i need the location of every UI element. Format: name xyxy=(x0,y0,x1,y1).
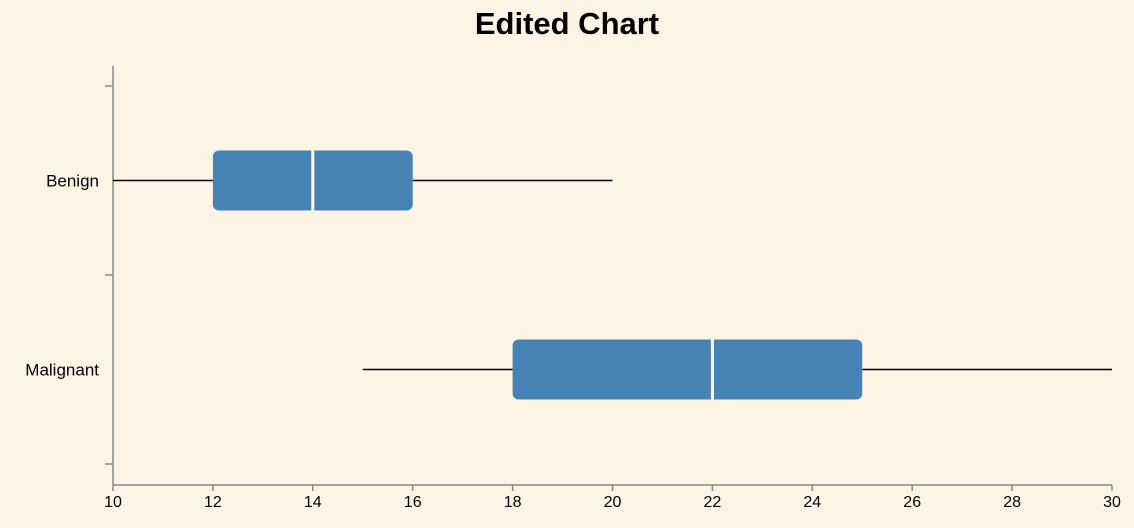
x-tick-label: 28 xyxy=(1003,494,1021,511)
y-category-label: Benign xyxy=(46,172,99,191)
x-tick-label: 18 xyxy=(504,494,522,511)
x-tick-label: 16 xyxy=(404,494,422,511)
chart-title: Edited Chart xyxy=(474,6,660,41)
x-tick-label: 12 xyxy=(204,494,222,511)
y-category-label: Malignant xyxy=(25,361,99,380)
iqr-box xyxy=(512,339,863,400)
marks-layer xyxy=(113,150,1112,400)
box-group-benign xyxy=(113,150,613,211)
x-tick-label: 14 xyxy=(304,494,322,511)
x-tick-label: 24 xyxy=(803,494,821,511)
box-group-malignant xyxy=(362,339,1112,400)
x-tick-label: 22 xyxy=(704,494,722,511)
x-tick-label: 20 xyxy=(604,494,622,511)
x-tick-label: 10 xyxy=(104,494,122,511)
x-tick-label: 26 xyxy=(903,494,921,511)
x-tick-label: 30 xyxy=(1103,494,1121,511)
axes-layer: 10 12 14 16 18 20 22 24 26 28 30 Benign Malignant xyxy=(25,66,1121,511)
